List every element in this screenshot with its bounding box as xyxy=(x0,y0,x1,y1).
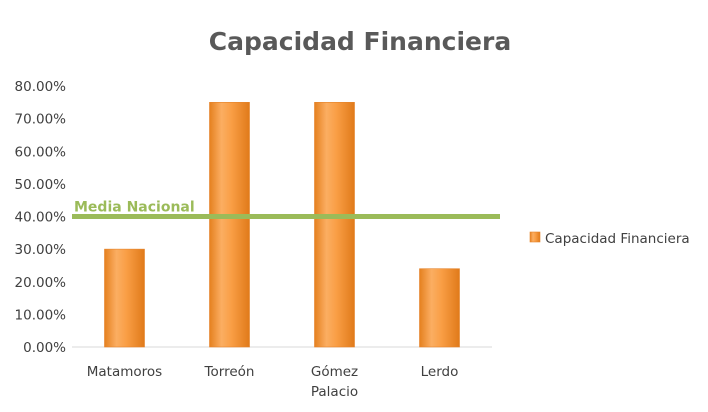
bar xyxy=(314,102,355,348)
legend-swatch xyxy=(529,231,541,243)
y-tick-label: 20.00% xyxy=(15,275,67,291)
y-tick-label: 50.00% xyxy=(15,177,67,193)
reference-line-group: Media Nacional xyxy=(72,199,500,219)
y-tick-label: 80.00% xyxy=(15,79,67,95)
x-axis-categories: Matamoros Torreón Gómez Palacio Lerdo xyxy=(87,364,459,400)
y-tick-label: 70.00% xyxy=(15,112,67,128)
legend: Capacidad Financiera xyxy=(529,231,690,247)
bars xyxy=(104,102,460,348)
x-category-label: Gómez Palacio xyxy=(311,364,358,400)
legend-label: Capacidad Financiera xyxy=(545,231,690,247)
x-category-label: Matamoros xyxy=(87,364,162,380)
bar xyxy=(104,248,145,348)
reference-line-label: Media Nacional xyxy=(74,200,195,216)
y-tick-label: 0.00% xyxy=(23,340,66,356)
bar xyxy=(419,268,460,348)
y-tick-label: 30.00% xyxy=(15,242,67,258)
bar xyxy=(209,102,250,348)
y-axis-ticks: 0.00% 10.00% 20.00% 30.00% 40.00% 50.00% 60.00… xyxy=(15,79,67,356)
x-category-label: Lerdo xyxy=(421,364,459,380)
x-category-label: Torreón xyxy=(204,364,255,380)
y-tick-label: 40.00% xyxy=(15,210,67,226)
y-tick-label: 60.00% xyxy=(15,144,67,160)
chart-title: Capacidad Financiera xyxy=(209,27,511,56)
y-tick-label: 10.00% xyxy=(15,307,67,323)
